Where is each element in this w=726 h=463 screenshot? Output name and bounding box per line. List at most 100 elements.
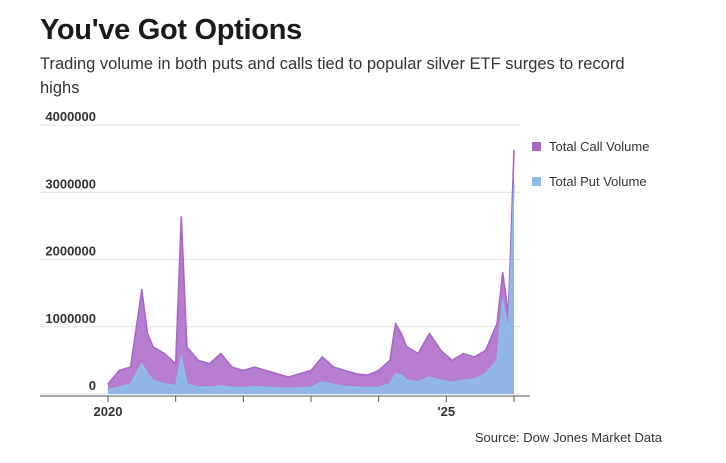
- data-point-calls: [118, 369, 121, 372]
- data-point-calls: [389, 359, 391, 362]
- data-point-calls: [462, 352, 465, 355]
- data-point-puts: [242, 387, 245, 389]
- data-point-calls: [186, 346, 188, 348]
- data-point-puts: [231, 386, 233, 389]
- series-line-calls: [107, 150, 515, 385]
- data-point-puts: [310, 386, 312, 389]
- x-tick-label: '25: [438, 404, 456, 419]
- data-point-puts: [107, 389, 109, 391]
- data-point-calls: [129, 366, 132, 368]
- data-point-calls: [406, 346, 408, 348]
- legend-label-calls: Total Call Volume: [549, 138, 650, 154]
- gridlines: [40, 124, 520, 395]
- data-point-calls: [377, 369, 380, 372]
- data-point-puts: [462, 379, 465, 382]
- data-point-puts: [265, 386, 267, 389]
- data-point-puts: [496, 359, 498, 362]
- data-point-puts: [507, 332, 510, 335]
- data-point-puts: [186, 383, 188, 385]
- data-point-calls: [451, 359, 453, 362]
- data-point-puts: [141, 362, 143, 365]
- data-point-calls: [394, 322, 397, 325]
- data-point-puts: [287, 387, 290, 390]
- source-note: Source: Dow Jones Market Data: [474, 430, 662, 445]
- data-point-puts: [118, 386, 121, 389]
- data-point-calls: [485, 349, 487, 352]
- legend-item-calls: Total Call Volume: [532, 137, 649, 155]
- data-point-calls: [321, 356, 324, 358]
- data-point-calls: [473, 356, 476, 358]
- data-point-puts: [208, 386, 211, 389]
- data-point-puts: [513, 184, 515, 187]
- data-point-puts: [389, 383, 391, 385]
- data-point-puts: [197, 386, 199, 389]
- data-point-puts: [174, 385, 177, 387]
- data-point-puts: [428, 376, 431, 379]
- data-point-calls: [231, 366, 233, 368]
- data-point-calls: [310, 369, 312, 372]
- data-point-calls: [496, 322, 498, 325]
- data-point-calls: [332, 366, 335, 368]
- chart-title: You've Got Options: [40, 14, 302, 46]
- data-point-calls: [242, 369, 245, 372]
- data-point-puts: [366, 387, 369, 389]
- data-point-calls: [163, 352, 166, 355]
- series-area-calls: [108, 150, 514, 394]
- data-point-calls: [501, 272, 504, 274]
- data-point-calls: [146, 332, 149, 335]
- y-tick-label: 3000000: [45, 176, 96, 191]
- x-axis-ticks: 2020 '25: [94, 396, 515, 419]
- data-point-calls: [355, 373, 357, 375]
- x-tick-label: 2020: [94, 404, 123, 419]
- data-point-puts: [473, 378, 476, 381]
- data-point-calls: [253, 366, 256, 368]
- series-group: [107, 149, 515, 394]
- data-point-calls: [265, 369, 267, 372]
- series-line-puts: [107, 185, 515, 391]
- data-point-calls: [107, 383, 109, 385]
- data-point-puts: [276, 387, 279, 389]
- data-point-puts: [180, 356, 183, 358]
- data-point-puts: [344, 385, 346, 388]
- data-point-calls: [174, 362, 177, 365]
- data-point-puts: [129, 383, 132, 385]
- y-axis-labels: 0 1000000 2000000 3000000 4000000: [45, 109, 96, 393]
- data-point-calls: [180, 216, 183, 218]
- y-tick-label: 1000000: [45, 311, 96, 326]
- data-point-calls: [276, 373, 279, 375]
- data-point-puts: [298, 387, 301, 389]
- y-tick-label: 4000000: [45, 109, 96, 124]
- data-point-calls: [417, 352, 419, 355]
- data-point-puts: [394, 373, 397, 375]
- data-point-puts: [220, 385, 222, 387]
- legend-swatch-puts: [532, 176, 541, 186]
- data-point-calls: [366, 374, 369, 377]
- data-point-puts: [451, 381, 453, 384]
- data-point-calls: [344, 369, 346, 372]
- data-point-calls: [439, 349, 442, 352]
- data-point-calls: [400, 332, 403, 335]
- data-point-calls: [197, 359, 199, 362]
- data-point-puts: [400, 374, 403, 377]
- data-point-calls: [287, 376, 290, 379]
- data-point-puts: [485, 373, 487, 375]
- data-point-puts: [417, 381, 419, 383]
- data-point-calls: [208, 362, 211, 365]
- data-point-puts: [146, 373, 149, 375]
- data-point-calls: [152, 346, 154, 348]
- data-point-puts: [321, 381, 324, 383]
- data-point-puts: [439, 379, 442, 382]
- data-point-puts: [406, 379, 408, 382]
- data-point-calls: [513, 149, 515, 152]
- data-point-calls: [141, 289, 143, 291]
- data-point-puts: [355, 386, 357, 389]
- y-tick-label: 2000000: [45, 244, 96, 259]
- data-point-puts: [163, 383, 166, 385]
- legend-label-puts: Total Put Volume: [549, 173, 647, 189]
- data-point-calls: [220, 352, 222, 355]
- legend-swatch-calls: [532, 141, 541, 151]
- legend: Total Call Volume Total Put Volume: [532, 137, 649, 207]
- y-tick-label: 0: [89, 378, 96, 393]
- data-point-puts: [152, 379, 154, 382]
